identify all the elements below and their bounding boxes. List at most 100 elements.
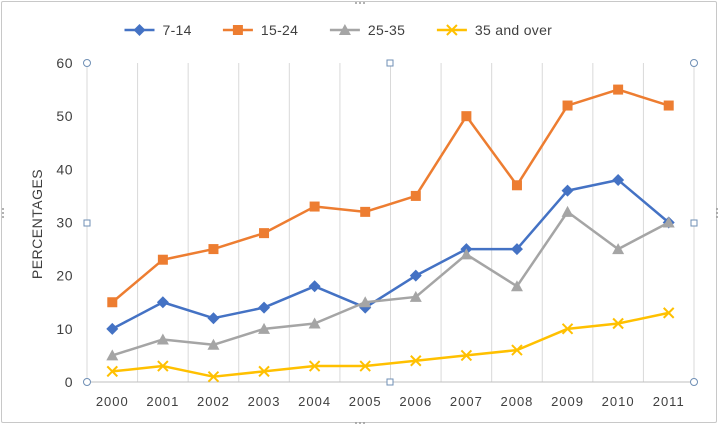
y-tick-label: 20: [56, 268, 73, 284]
x-tick-label: 2003: [248, 394, 281, 409]
data-point: [107, 297, 118, 308]
data-point: [208, 244, 219, 255]
data-point: [359, 296, 372, 308]
resize-handle[interactable]: [83, 219, 91, 227]
legend-label: 7-14: [163, 22, 192, 38]
legend-item[interactable]: 25-35: [329, 22, 405, 38]
data-point: [562, 100, 573, 111]
gridlines: [86, 63, 695, 382]
series-35-and-over[interactable]: [106, 307, 675, 383]
y-tick-label: 40: [56, 161, 73, 177]
legend-item[interactable]: 7-14: [124, 22, 192, 38]
resize-handle[interactable]: [690, 219, 698, 227]
resize-handle[interactable]: [386, 378, 394, 386]
x-tick-label: 2004: [298, 394, 331, 409]
data-point: [409, 269, 422, 282]
x-tick-label: 2006: [399, 394, 432, 409]
y-tick-label: 30: [56, 215, 73, 231]
series-15-24[interactable]: [107, 84, 674, 308]
x-tick-label: 2011: [653, 394, 685, 409]
frame-grip[interactable]: [2, 208, 4, 218]
series-line: [112, 311, 669, 378]
data-point: [157, 254, 168, 265]
data-point: [258, 301, 271, 314]
series-7-14[interactable]: [106, 173, 675, 335]
data-point: [461, 111, 472, 122]
legend-label: 15-24: [261, 22, 298, 38]
axes: 0 10 20 30 40 50 60 2000 2001 2002 2003 2004 2005 200…: [56, 55, 694, 409]
x-tick-label: 2000: [96, 394, 129, 409]
y-axis-label: PERCENTAGES: [29, 169, 45, 279]
y-tick-label: 10: [56, 321, 73, 337]
legend-item[interactable]: 35 and over: [436, 22, 552, 38]
data-point: [106, 322, 119, 335]
legend-item[interactable]: 15-24: [222, 22, 298, 38]
y-tick-label: 0: [65, 374, 73, 390]
data-point: [663, 100, 674, 111]
data-point: [460, 349, 473, 362]
data-point: [359, 360, 371, 372]
resize-handle[interactable]: [690, 59, 698, 67]
data-point: [308, 360, 321, 372]
data-point: [612, 317, 624, 330]
frame-grip[interactable]: [355, 422, 365, 424]
series-line: [111, 210, 670, 357]
data-point: [612, 243, 625, 255]
series-layer: [106, 84, 675, 383]
data-point: [510, 280, 523, 292]
data-point: [207, 312, 220, 325]
data-point: [663, 307, 675, 319]
frame-grip[interactable]: [716, 208, 718, 218]
x-tick-label: 2008: [500, 394, 533, 409]
data-point: [511, 344, 523, 356]
data-point: [207, 370, 220, 383]
data-point: [360, 206, 371, 217]
data-point: [561, 205, 574, 217]
resize-handle[interactable]: [386, 59, 394, 67]
data-point: [612, 173, 625, 186]
data-point: [613, 84, 624, 95]
data-point: [156, 296, 169, 309]
data-point: [207, 338, 220, 350]
data-point: [259, 228, 270, 239]
x-tick-label: 2005: [349, 394, 382, 409]
x-tick-label: 2009: [551, 394, 584, 409]
data-point: [446, 24, 458, 36]
data-point: [460, 248, 473, 260]
data-point: [308, 280, 321, 293]
x-tick-label: 2007: [450, 394, 483, 409]
resize-handle[interactable]: [690, 378, 698, 386]
legend-label: 35 and over: [475, 22, 552, 38]
data-point: [409, 290, 422, 302]
data-point: [561, 323, 574, 335]
data-point: [232, 25, 243, 35]
data-point: [106, 349, 119, 361]
y-tick-label: 50: [56, 108, 73, 124]
legend: 7-14 15-24 25-35 35 and over: [124, 22, 552, 38]
data-point: [410, 190, 421, 201]
x-tick-label: 2002: [197, 394, 230, 409]
data-point: [662, 216, 675, 228]
data-point: [308, 317, 321, 329]
series-25-35[interactable]: [106, 205, 675, 361]
data-point: [106, 365, 118, 378]
frame-grip[interactable]: [355, 2, 365, 4]
data-point: [510, 243, 523, 256]
data-point: [156, 333, 169, 345]
data-point: [410, 355, 422, 367]
data-point: [258, 322, 271, 334]
data-point: [561, 184, 574, 197]
data-point: [133, 24, 146, 36]
series-line: [111, 178, 670, 330]
data-point: [157, 360, 169, 372]
data-point: [338, 24, 351, 35]
legend-label: 25-35: [368, 22, 405, 38]
series-line: [111, 88, 670, 304]
x-tick-label: 2010: [602, 394, 635, 409]
resize-handle[interactable]: [83, 378, 91, 386]
y-tick-label: 60: [56, 55, 73, 71]
resize-handle[interactable]: [83, 59, 91, 67]
